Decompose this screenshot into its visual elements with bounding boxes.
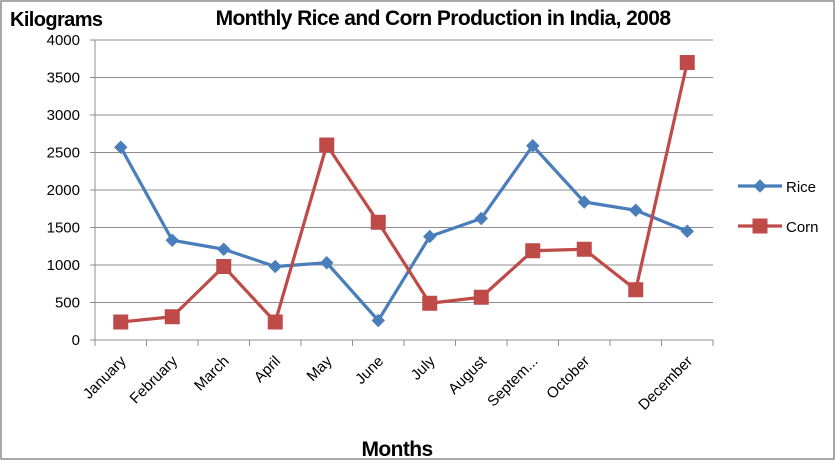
rice-legend-label: Rice: [786, 179, 816, 196]
corn-data-point: [525, 243, 541, 259]
y-axis-label: Kilograms: [10, 9, 103, 31]
y-tick-label: 1500: [47, 220, 80, 237]
y-tick-label: 1000: [47, 257, 80, 274]
corn-data-point: [422, 295, 438, 311]
corn-legend-label: Corn: [786, 219, 819, 236]
corn-legend-marker: [752, 218, 768, 234]
x-axis-label: Months: [361, 438, 432, 460]
corn-data-point: [267, 314, 283, 330]
chart-title: Monthly Rice and Corn Production in Indi…: [216, 7, 672, 30]
y-tick-label: 3000: [47, 107, 80, 124]
rice-data-point: [474, 211, 488, 226]
corn-data-point: [319, 137, 335, 153]
rice-series-line: [119, 144, 689, 323]
rice-data-point: [629, 203, 643, 217]
y-tick-label: 0: [72, 332, 80, 349]
y-tick-label: 4000: [47, 32, 80, 49]
rice-data-point: [320, 256, 334, 270]
corn-data-point: [113, 314, 129, 330]
corn-series-line: [119, 60, 689, 324]
rice-data-point: [526, 139, 540, 153]
rice-data-point: [423, 229, 437, 244]
corn-data-point: [370, 214, 386, 230]
corn-data-point: [164, 309, 180, 325]
rice-data-point: [371, 313, 385, 328]
data-series: [113, 55, 695, 330]
rice-data-point: [114, 140, 128, 154]
y-tick-label: 2000: [47, 182, 80, 199]
y-tick-label: 500: [55, 295, 80, 312]
gridlines: [95, 39, 713, 303]
rice-data-point: [165, 233, 179, 247]
corn-data-point: [679, 55, 695, 70]
legend: Rice Corn: [738, 179, 819, 236]
rice-data-point: [268, 259, 282, 274]
corn-data-point: [216, 259, 232, 274]
corn-data-point: [628, 282, 644, 298]
y-tick-labels: 0 500 1000 1500 2000 2500 3000 3500 4000: [47, 32, 80, 349]
axes: [90, 39, 714, 346]
rice-data-point: [217, 242, 231, 256]
rice-data-point: [680, 224, 694, 238]
rice-legend-marker: [753, 179, 767, 193]
corn-data-point: [576, 241, 592, 257]
rice-data-point: [577, 195, 591, 209]
y-tick-label: 3500: [47, 70, 80, 87]
y-tick-label: 2500: [47, 145, 80, 162]
corn-data-point: [473, 289, 489, 305]
